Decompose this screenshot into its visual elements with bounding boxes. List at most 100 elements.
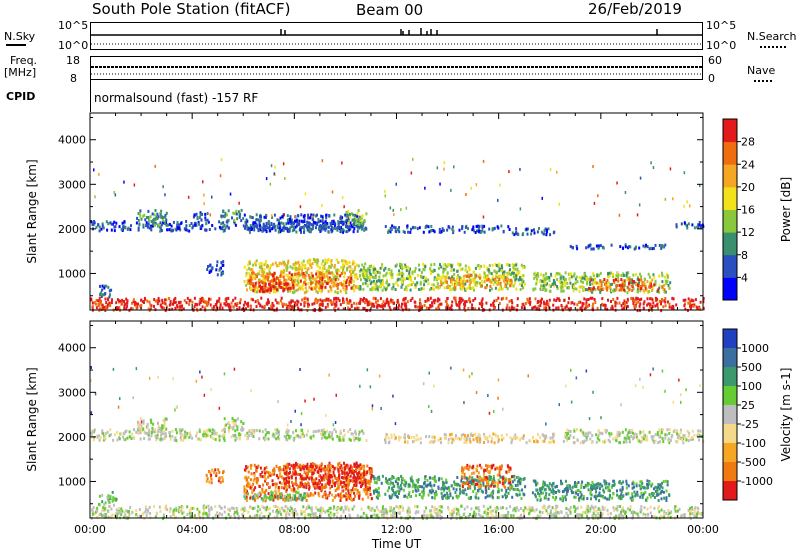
- y-tick-label: 1000: [58, 475, 86, 488]
- x-tick-label: 20:00: [585, 523, 617, 536]
- cpid-label: CPID: [6, 90, 36, 103]
- data-region: [220, 208, 245, 223]
- nave-tick-top: 60: [708, 54, 722, 67]
- scatter-points: [93, 157, 701, 219]
- data-region: [243, 257, 360, 295]
- colorbar-tick-label: 20: [741, 181, 755, 194]
- nsearch-label: N.Search: [747, 30, 797, 43]
- nave-tick-bottom: 0: [708, 72, 715, 85]
- colorbar-tick-label: -1000: [741, 475, 773, 488]
- x-tick-label: 12:00: [381, 523, 413, 536]
- nave-label: Nave: [747, 64, 776, 77]
- y-axis-label: Slant Range [km]: [25, 159, 39, 263]
- colorbar-tick-label: 1000: [741, 342, 769, 355]
- beam-label: Beam 00: [356, 1, 424, 19]
- cpid-marker: [90, 80, 91, 112]
- colorbar-swatch: [723, 386, 737, 406]
- data-region: [136, 209, 168, 227]
- data-region: [97, 490, 118, 507]
- y-tick-label: 3000: [58, 178, 86, 191]
- data-region: [345, 209, 368, 228]
- colorbar-tick-label: -500: [741, 456, 766, 469]
- data-region: [252, 281, 295, 294]
- colorbar-tick-label: 25: [741, 399, 755, 412]
- colorbar-swatch: [723, 329, 737, 349]
- data-region: [90, 296, 705, 313]
- y-tick-label: 3000: [58, 386, 86, 399]
- colorbar-swatch: [723, 348, 737, 368]
- data-region: [569, 243, 667, 251]
- nsky-legend-line: [6, 44, 26, 46]
- plot-title: South Pole Station (fitACF): [92, 0, 291, 18]
- data-region: [511, 227, 556, 237]
- data-region: [99, 284, 113, 299]
- freq-unit: [MHz]: [4, 66, 37, 79]
- data-region: [384, 432, 556, 445]
- x-tick-label: 00:00: [74, 523, 106, 536]
- nsearch-legend-line: [760, 46, 786, 48]
- colorbar-tick-label: 4: [741, 271, 748, 284]
- noise-tick-right-bottom: 10^0: [706, 39, 737, 52]
- y-tick-label: 4000: [58, 342, 86, 355]
- colorbar-swatch: [723, 186, 737, 210]
- colorbar-tick-label: 8: [741, 249, 748, 262]
- colorbar-tick-label: -100: [741, 437, 766, 450]
- noise-tick-left-top: 10^5: [58, 19, 89, 32]
- colorbar: 4 8 12 16 20 24 28 Power [dB]: [722, 118, 793, 301]
- data-region: [90, 428, 368, 443]
- colorbar-tick-label: 24: [741, 158, 755, 171]
- x-axis-label: Time UT: [371, 537, 422, 551]
- noise-tick-right-top: 10^5: [706, 19, 737, 32]
- data-region: [384, 224, 511, 235]
- y-axis-label: Slant Range [km]: [25, 367, 39, 471]
- colorbar-tick-label: 16: [741, 204, 755, 217]
- colorbar-swatch: [723, 443, 737, 463]
- cpid-text: normalsound (fast) -157 RF: [94, 91, 259, 105]
- x-tick-label: 16:00: [483, 523, 515, 536]
- y-tick-label: 2000: [58, 431, 86, 444]
- data-region: [282, 461, 373, 491]
- data-region: [372, 474, 527, 500]
- freq-label: Freq.: [10, 54, 38, 67]
- data-region: [90, 220, 368, 233]
- colorbar-swatch: [723, 405, 737, 425]
- colorbar-swatch: [723, 462, 737, 482]
- x-tick-label: 04:00: [176, 523, 208, 536]
- noise-panel: [90, 22, 703, 50]
- x-tick-label: 00:00: [687, 523, 719, 536]
- colorbar-swatch: [723, 232, 737, 256]
- scatter-points: [90, 366, 701, 427]
- data-region: [136, 417, 168, 435]
- colorbar-tick-label: 500: [741, 361, 762, 374]
- data-region: [223, 417, 246, 431]
- freq-panel: [90, 56, 703, 80]
- colorbar-swatch: [723, 141, 737, 165]
- x-tick-label: 08:00: [278, 523, 310, 536]
- colorbar-swatch: [723, 424, 737, 444]
- data-region: [205, 468, 225, 485]
- colorbar-swatch: [723, 367, 737, 387]
- nsky-label: N.Sky: [4, 30, 36, 43]
- y-tick-label: 4000: [58, 134, 86, 147]
- nave-legend-line: [754, 80, 772, 82]
- y-tick-label: 2000: [58, 223, 86, 236]
- data-region: [531, 479, 671, 503]
- noise-tick-left-bottom: 10^0: [58, 39, 89, 52]
- freq-tick-bottom: 8: [70, 72, 77, 85]
- colorbar-tick-label: -25: [741, 418, 759, 431]
- colorbar-swatch: [723, 209, 737, 233]
- colorbar-swatch: [723, 119, 737, 143]
- data-region: [192, 211, 209, 222]
- colorbar-swatch: [723, 277, 737, 301]
- data-region: [206, 260, 225, 277]
- colorbar-tick-label: 28: [741, 136, 755, 149]
- colorbar-tick-label: 12: [741, 226, 755, 239]
- colorbar: 1000 500 100 25 -25 -100 -500 -1000 Velocity [m …: [722, 328, 793, 501]
- data-region: [436, 273, 513, 290]
- data-region: [243, 213, 363, 234]
- colorbar-swatch: [723, 164, 737, 188]
- colorbar-label: Velocity [m s-1]: [779, 368, 793, 462]
- freq-tick-top: 18: [66, 54, 80, 67]
- data-region: [460, 463, 513, 489]
